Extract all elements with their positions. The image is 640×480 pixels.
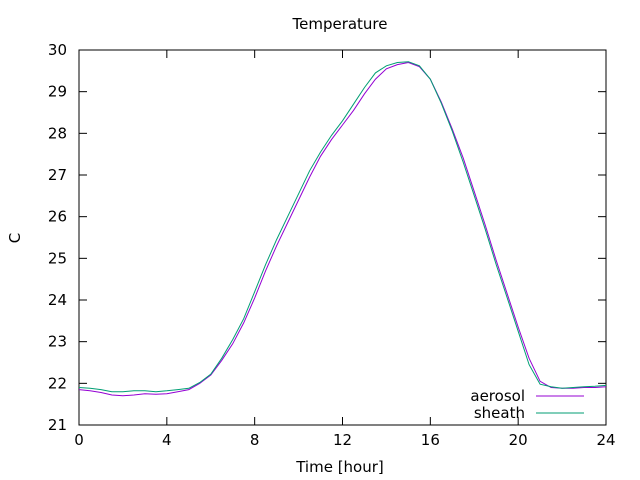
legend-label-sheath: sheath [474,404,525,422]
x-axis-label: Time [hour] [295,458,384,476]
y-tick-label: 22 [48,374,67,392]
series-lines [78,61,607,397]
y-tick-label: 26 [48,208,67,226]
x-tick-label: 20 [509,431,528,449]
y-tick-label: 23 [48,333,67,351]
series-line-sheath [78,61,607,393]
chart-title: Temperature [291,15,387,33]
x-tick-label: 24 [596,431,615,449]
y-tick-label: 27 [48,166,67,184]
x-tick-label: 4 [162,431,172,449]
y-tick-label: 28 [48,124,67,142]
y-axis-label: C [6,233,24,243]
x-tick-label: 12 [333,431,352,449]
y-tick-label: 21 [48,416,67,434]
series-line-aerosol [78,61,607,397]
x-tick-label: 8 [250,431,260,449]
y-tick-label: 29 [48,83,67,101]
x-tick-label: 0 [74,431,84,449]
x-tick-label: 16 [421,431,440,449]
y-tick-label: 25 [48,249,67,267]
axis-ticks: 0 4 8 12 16 20 24 21 22 23 24 25 26 27 28 29 30 [48,41,616,449]
y-tick-label: 24 [48,291,67,309]
legend-label-aerosol: aerosol [470,387,525,405]
y-tick-label: 30 [48,41,67,59]
plot-frame [78,49,607,426]
